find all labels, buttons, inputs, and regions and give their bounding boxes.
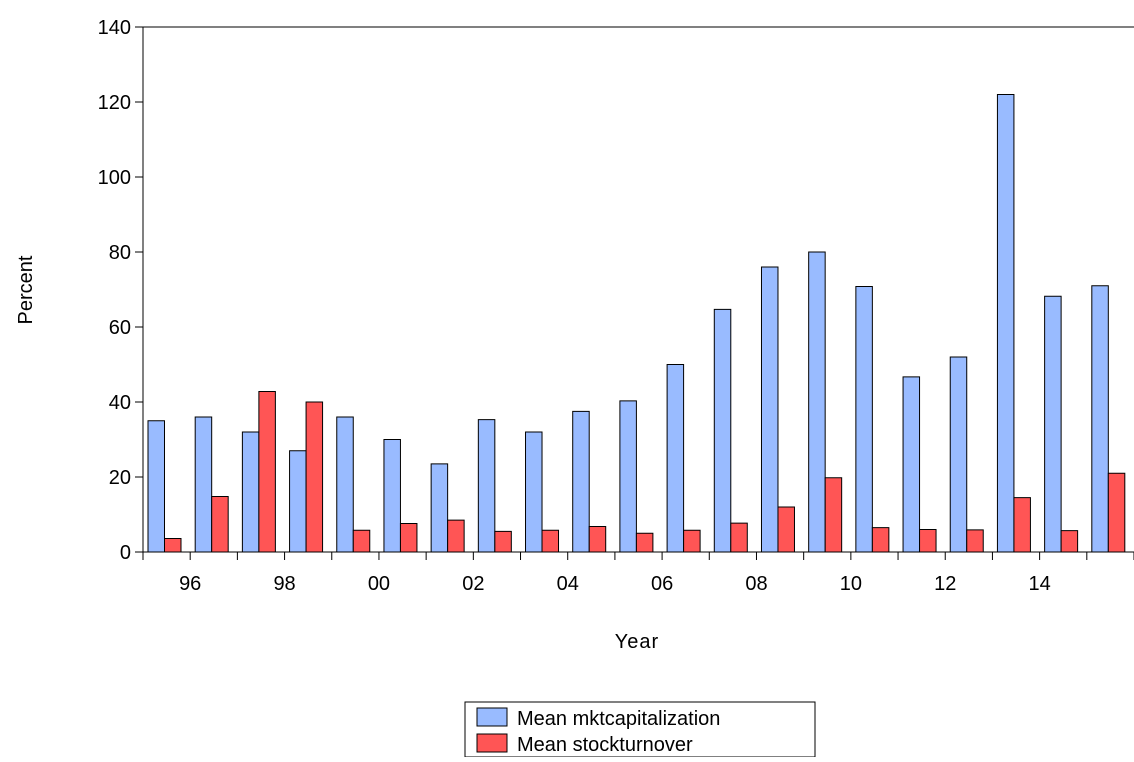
- bar-series-1-2005: [635, 532, 654, 553]
- bar-series-1-1998: [305, 401, 324, 553]
- bar-series-0-2011: [902, 376, 921, 553]
- y-tick-label-40: 40: [109, 392, 131, 414]
- x-tick-label-12: 12: [934, 573, 956, 595]
- y-tick-label-60: 60: [109, 317, 131, 339]
- bar-series-1-2015: [1107, 472, 1126, 553]
- y-tick-label-100: 100: [98, 167, 131, 189]
- x-tick-label-10: 10: [840, 573, 862, 595]
- bar-series-1-2001: [447, 519, 465, 553]
- bar-series-0-2012: [949, 356, 968, 553]
- bar-series-0-2014: [1044, 295, 1062, 553]
- bar-series-0-2002: [477, 419, 496, 553]
- bar-series-1-2008: [777, 506, 795, 553]
- bar-series-1-1999: [352, 529, 371, 553]
- bar-series-0-2009: [808, 251, 826, 553]
- bar-series-1-2009: [824, 477, 843, 553]
- bar-series-0-1998: [289, 450, 307, 553]
- bar-series-0-2001: [430, 463, 449, 553]
- x-tick-label-04: 04: [557, 573, 579, 595]
- bar-series-1-2003: [541, 529, 560, 553]
- axes: 0 20 40 60 80 100 120 140 96 98 00 02 04 06 08 10 12 14: [98, 17, 1134, 595]
- y-tick-label-20: 20: [109, 467, 131, 489]
- bar-series-0-1997: [241, 431, 260, 553]
- y-tick-label-0: 0: [120, 542, 131, 564]
- bar-series-1-2014: [1060, 530, 1079, 553]
- legend-label-1: Mean stockturnover: [517, 734, 693, 756]
- bar-series-0-2004: [572, 410, 590, 553]
- plot-area: [147, 94, 1126, 553]
- bar-series-0-1999: [336, 416, 354, 553]
- bar-series-1-2004: [588, 526, 607, 553]
- y-tick-label-140: 140: [98, 17, 131, 39]
- bar-series-0-1995: [147, 420, 165, 553]
- x-tick-label-14: 14: [1028, 573, 1050, 595]
- bar-series-1-1997: [258, 391, 276, 553]
- bar-series-1-2013: [1013, 497, 1031, 553]
- bar-series-0-2007: [713, 308, 732, 553]
- x-tick-label-06: 06: [651, 573, 673, 595]
- x-tick-label-00: 00: [368, 573, 390, 595]
- bar-series-0-2010: [855, 286, 873, 553]
- bar-series-1-1995: [164, 538, 182, 553]
- bar-series-0-2003: [525, 431, 543, 553]
- bar-series-1-2012: [966, 529, 984, 553]
- legend-label-0: Mean mktcapitalization: [517, 708, 720, 730]
- bar-series-0-2008: [760, 266, 779, 553]
- y-tick-label-120: 120: [98, 92, 131, 114]
- legend-swatch-1: [476, 733, 508, 753]
- bar-series-0-2006: [666, 364, 685, 553]
- bar-series-1-2006: [683, 529, 701, 553]
- bar-series-0-2005: [619, 400, 637, 553]
- bar-series-1-2010: [871, 527, 890, 553]
- bar-series-1-2007: [730, 522, 748, 553]
- legend: Mean mktcapitalization Mean stockturnover: [464, 701, 816, 758]
- bar-series-1-2000: [399, 523, 418, 553]
- bar-series-0-2000: [383, 439, 401, 553]
- bar-series-1-2011: [919, 529, 937, 553]
- x-tick-label-02: 02: [462, 573, 484, 595]
- y-tick-label-80: 80: [109, 242, 131, 264]
- x-tick-label-96: 96: [179, 573, 201, 595]
- bar-series-1-2002: [494, 530, 512, 553]
- bar-series-0-2013: [996, 94, 1015, 553]
- y-axis-title: Percent: [15, 255, 37, 324]
- bar-series-1-1996: [211, 496, 229, 553]
- x-tick-label-08: 08: [745, 573, 767, 595]
- legend-box: [464, 701, 816, 758]
- bar-series-0-2015: [1091, 285, 1109, 553]
- x-tick-label-98: 98: [273, 573, 295, 595]
- legend-swatch-0: [476, 707, 508, 727]
- x-axis-title: Year: [615, 631, 659, 653]
- bar-series-0-1996: [194, 416, 213, 553]
